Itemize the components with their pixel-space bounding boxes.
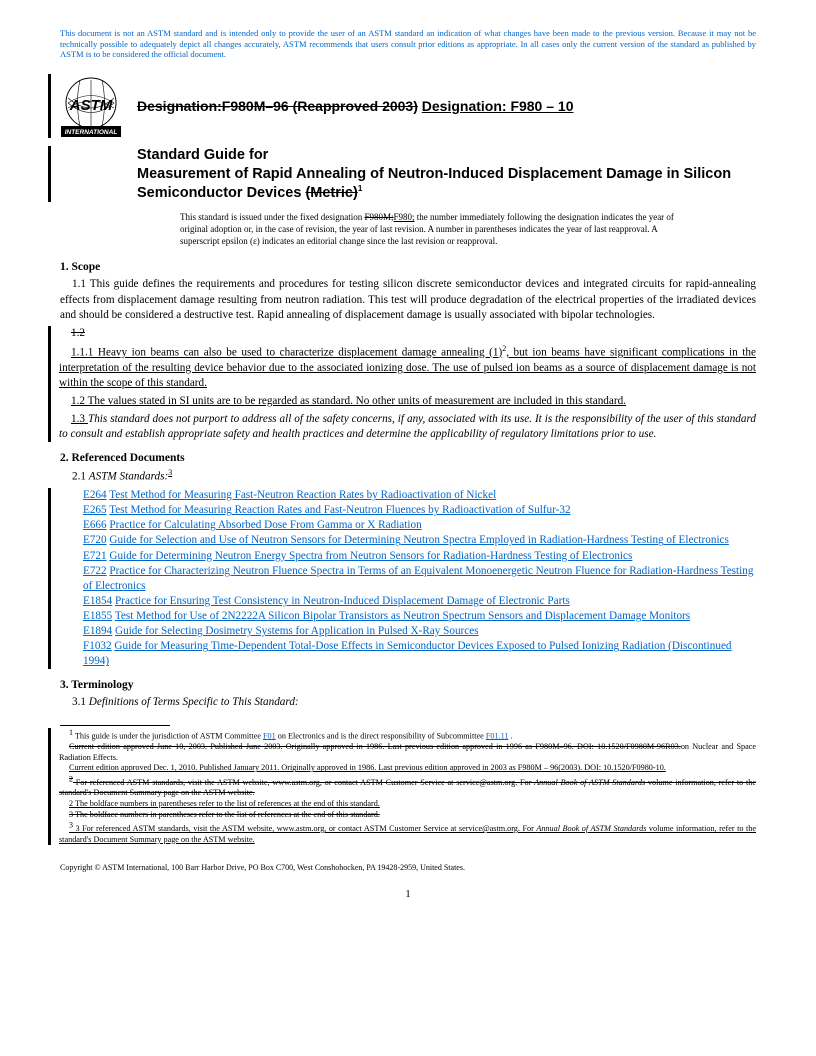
- reference-item: E722 Practice for Characterizing Neutron…: [71, 564, 756, 594]
- designation-line: Designation:F980M–96 (Reapproved 2003) D…: [137, 98, 574, 114]
- reference-link[interactable]: Guide for Selecting Dosimetry Systems fo…: [115, 625, 479, 637]
- svg-text:ASTM: ASTM: [69, 97, 113, 114]
- section-3-1: Definitions of Terms Specific to This St…: [89, 696, 299, 708]
- reference-item: E721 Guide for Determining Neutron Energ…: [71, 549, 756, 564]
- section-3-heading: 3. Terminology: [60, 679, 756, 691]
- footnotes-change-bar: 1 This guide is under the jurisdiction o…: [48, 728, 756, 846]
- reference-link[interactable]: Practice for Calculating Absorbed Dose F…: [109, 519, 421, 531]
- section-1-1: 1.1 This guide defines the requirements …: [60, 277, 756, 322]
- title-line2: Measurement of Rapid Annealing of Neutro…: [137, 165, 756, 203]
- section-1-3: This standard does not purport to addres…: [59, 413, 756, 440]
- reference-item: E1855 Test Method for Use of 2N2222A Sil…: [71, 609, 756, 624]
- reference-link[interactable]: Guide for Determining Neutron Energy Spe…: [109, 550, 632, 562]
- refs-change-bar: E264 Test Method for Measuring Fast-Neut…: [48, 488, 756, 669]
- reference-item: E1854 Practice for Ensuring Test Consist…: [71, 594, 756, 609]
- title-line1: Standard Guide for: [137, 146, 756, 165]
- reference-item: E264 Test Method for Measuring Fast-Neut…: [71, 488, 756, 503]
- copyright-line: Copyright © ASTM International, 100 Barr…: [60, 863, 756, 872]
- section-1-heading: 1. Scope: [60, 261, 756, 273]
- footnote-rule: [60, 725, 170, 726]
- reference-link[interactable]: Test Method for Measuring Reaction Rates…: [109, 504, 570, 516]
- reference-link[interactable]: Practice for Ensuring Test Consistency i…: [115, 595, 570, 607]
- strike-1-2: 1.2: [71, 327, 85, 339]
- reference-link[interactable]: Guide for Selection and Use of Neutron S…: [109, 534, 728, 546]
- svg-text:INTERNATIONAL: INTERNATIONAL: [65, 129, 118, 136]
- reference-link[interactable]: Practice for Characterizing Neutron Flue…: [83, 565, 753, 592]
- reference-link[interactable]: Test Method for Use of 2N2222A Silicon B…: [115, 610, 690, 622]
- section-1-2: 1.2 The values stated in SI units are to…: [71, 395, 626, 407]
- footnote-1: 1 This guide is under the jurisdiction o…: [59, 728, 756, 742]
- astm-logo: ASTM INTERNATIONAL: [59, 74, 123, 138]
- reference-item: E666 Practice for Calculating Absorbed D…: [71, 518, 756, 533]
- reference-item: F1032 Guide for Measuring Time-Dependent…: [71, 639, 756, 669]
- section-1-change-bar: 1.2 1.1.1 Heavy ion beams can also be us…: [48, 326, 756, 443]
- reference-item: E1894 Guide for Selecting Dosimetry Syst…: [71, 624, 756, 639]
- disclaimer-text: This document is not an ASTM standard an…: [60, 28, 756, 60]
- reference-item: E720 Guide for Selection and Use of Neut…: [71, 533, 756, 548]
- reference-link[interactable]: Guide for Measuring Time-Dependent Total…: [83, 640, 732, 667]
- section-1-1-1: 1.1.1 Heavy ion beams can also be used t…: [71, 347, 502, 359]
- designation-block: ASTM INTERNATIONAL Designation:F980M–96 …: [48, 74, 756, 138]
- issue-note: This standard is issued under the fixed …: [180, 212, 680, 247]
- page-container: This document is not an ASTM standard an…: [0, 0, 816, 924]
- page-number: 1: [60, 888, 756, 900]
- references-list: E264 Test Method for Measuring Fast-Neut…: [59, 488, 756, 669]
- reference-link[interactable]: Test Method for Measuring Fast-Neutron R…: [109, 489, 496, 501]
- title-change-bar: Standard Guide for Measurement of Rapid …: [48, 146, 756, 203]
- section-2-heading: 2. Referenced Documents: [60, 452, 756, 464]
- reference-item: E265 Test Method for Measuring Reaction …: [71, 503, 756, 518]
